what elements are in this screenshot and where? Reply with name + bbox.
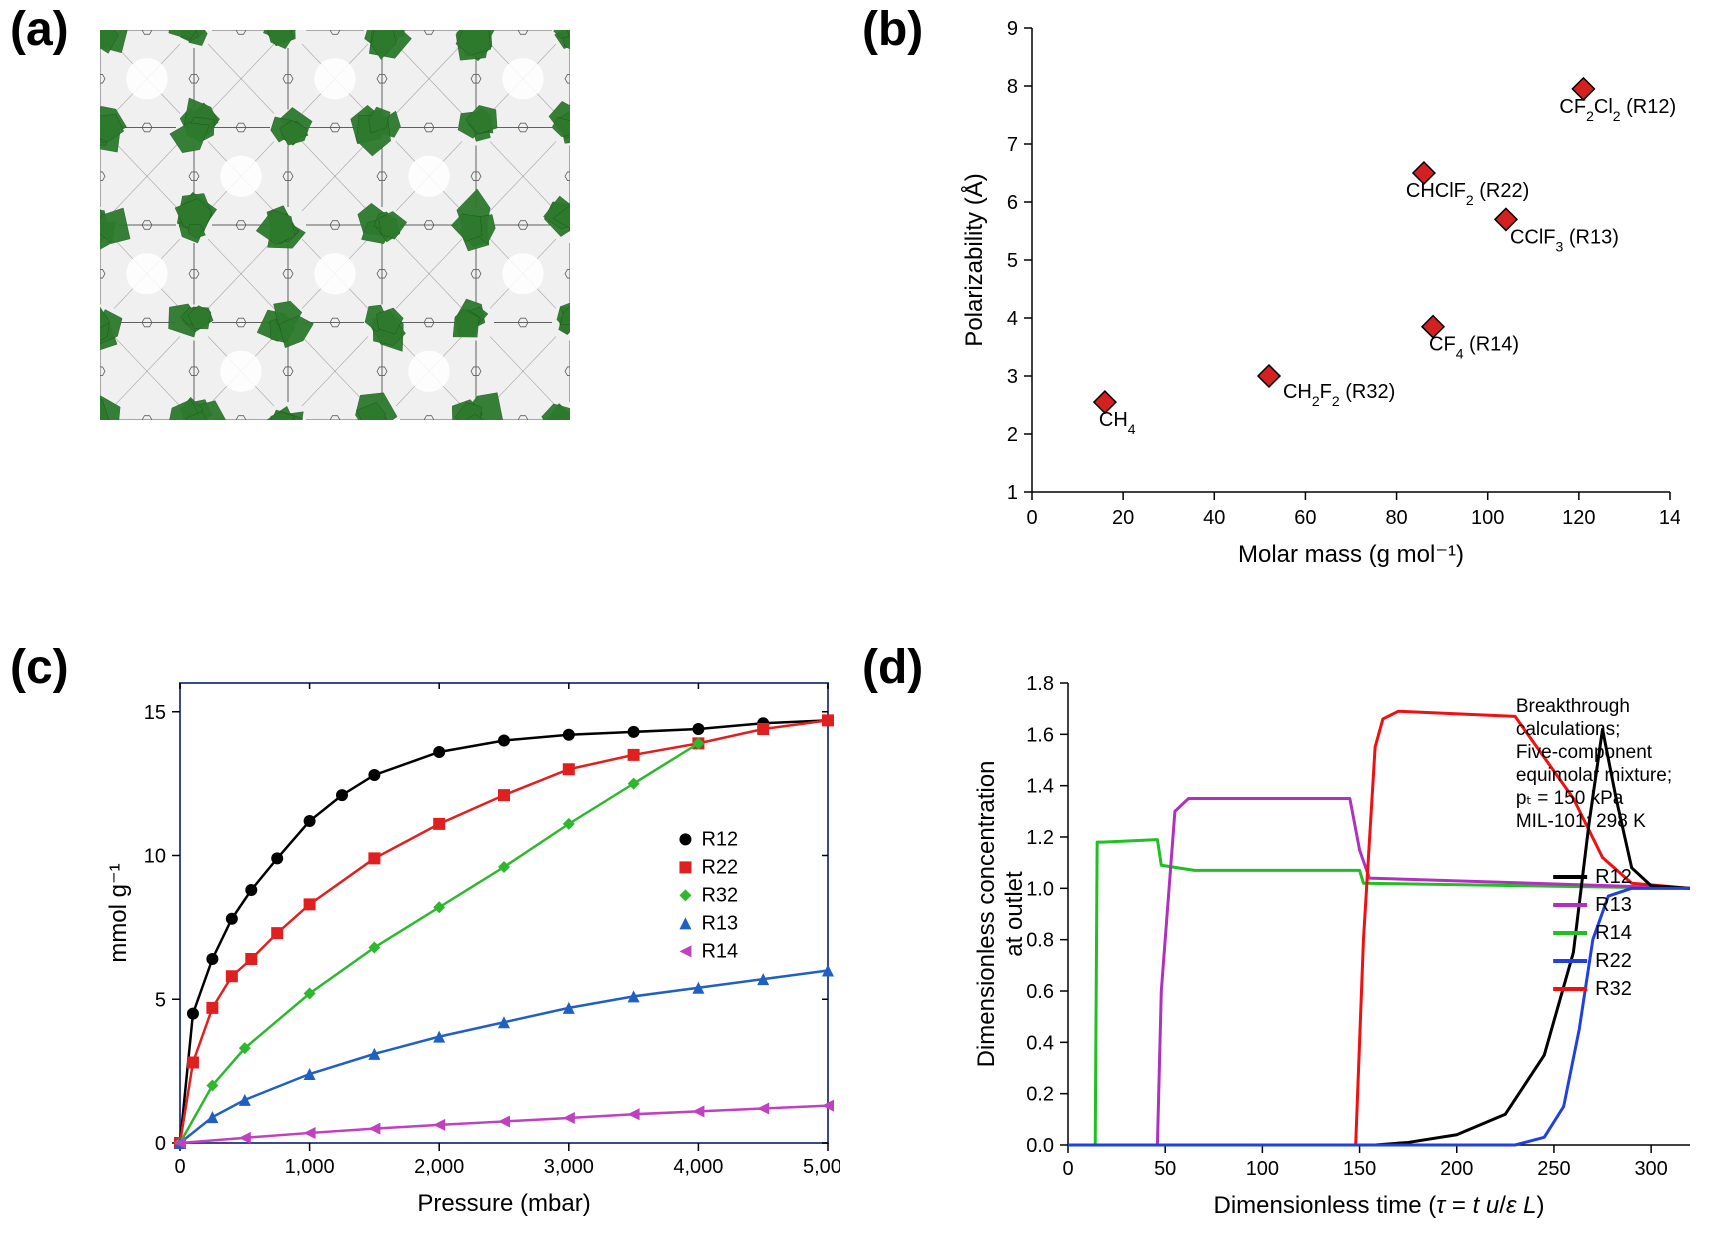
svg-text:4: 4	[1007, 308, 1018, 330]
svg-text:R22: R22	[701, 856, 738, 878]
svg-text:0.4: 0.4	[1026, 1032, 1054, 1054]
svg-text:2: 2	[1007, 424, 1018, 446]
svg-text:at outlet: at outlet	[1001, 871, 1028, 957]
svg-text:20: 20	[1112, 507, 1134, 529]
svg-text:0: 0	[1062, 1158, 1073, 1180]
svg-text:CClF3 (R13): CClF3 (R13)	[1510, 226, 1619, 254]
svg-text:Breakthrough: Breakthrough	[1516, 696, 1630, 717]
svg-text:R14: R14	[701, 940, 738, 962]
svg-text:R22: R22	[1595, 950, 1632, 972]
svg-text:Dimensionless concentration: Dimensionless concentration	[973, 761, 1000, 1068]
svg-text:5: 5	[1007, 250, 1018, 272]
svg-text:120: 120	[1562, 507, 1595, 529]
svg-text:2,000: 2,000	[414, 1156, 464, 1178]
panel-label-d: (d)	[862, 640, 923, 695]
panel-b-scatter: 0 20 40 60 80 100 120 14 1 2 3 4 5 6 7 8 9 Molar mass (g …	[960, 18, 1680, 578]
svg-text:Dimensionless time (τ = t u/ε: Dimensionless time (τ = t u/ε L)	[1214, 1192, 1545, 1219]
svg-text:1: 1	[1007, 482, 1018, 504]
svg-text:1.2: 1.2	[1026, 827, 1054, 849]
svg-text:80: 80	[1385, 507, 1407, 529]
svg-text:CH4: CH4	[1099, 409, 1136, 437]
panel-label-c: (c)	[10, 640, 69, 695]
svg-text:1.0: 1.0	[1026, 878, 1054, 900]
svg-text:MIL-101; 298 K: MIL-101; 298 K	[1516, 811, 1646, 832]
svg-text:0.0: 0.0	[1026, 1135, 1054, 1157]
svg-text:1.6: 1.6	[1026, 724, 1054, 746]
svg-text:40: 40	[1203, 507, 1225, 529]
svg-text:Molar mass (g mol⁻¹): Molar mass (g mol⁻¹)	[1238, 541, 1464, 568]
svg-text:pₜ = 150 kPa: pₜ = 150 kPa	[1516, 788, 1624, 809]
svg-text:14: 14	[1659, 507, 1680, 529]
svg-text:CF4 (R14): CF4 (R14)	[1429, 334, 1519, 362]
svg-text:Five-component: Five-component	[1516, 742, 1653, 763]
svg-text:100: 100	[1471, 507, 1504, 529]
svg-text:CHClF2 (R22): CHClF2 (R22)	[1406, 180, 1529, 208]
svg-text:R14: R14	[1595, 922, 1632, 944]
svg-text:calculations;: calculations;	[1516, 719, 1621, 740]
svg-text:R32: R32	[701, 884, 738, 906]
svg-text:1,000: 1,000	[285, 1156, 335, 1178]
svg-text:15: 15	[144, 702, 166, 724]
svg-text:0: 0	[174, 1156, 185, 1178]
svg-text:R13: R13	[1595, 894, 1632, 916]
svg-text:5: 5	[155, 989, 166, 1011]
panel-a-structure	[100, 30, 570, 420]
svg-text:60: 60	[1294, 507, 1316, 529]
svg-text:R32: R32	[1595, 978, 1632, 1000]
svg-text:0.6: 0.6	[1026, 981, 1054, 1003]
svg-text:9: 9	[1007, 18, 1018, 40]
svg-text:0.8: 0.8	[1026, 930, 1054, 952]
svg-text:0: 0	[155, 1133, 166, 1155]
svg-text:250: 250	[1537, 1158, 1570, 1180]
svg-text:CH2F2 (R32): CH2F2 (R32)	[1283, 381, 1395, 409]
svg-text:3: 3	[1007, 366, 1018, 388]
svg-text:50: 50	[1154, 1158, 1176, 1180]
panel-label-a: (a)	[10, 2, 69, 57]
svg-text:mmol g⁻¹: mmol g⁻¹	[105, 863, 132, 962]
svg-text:equimolar mixture;: equimolar mixture;	[1516, 765, 1672, 786]
panel-c-isotherms: 0 1,000 2,000 3,000 4,000 5,000 0 5 10 15 Pressure…	[100, 665, 840, 1225]
svg-text:7: 7	[1007, 134, 1018, 156]
panel-d-breakthrough: 0 50 100 150 200 250 300 0.0 0.2 0.4 0.6 0.8 1.0 1.2 1…	[970, 665, 1700, 1225]
svg-text:1.4: 1.4	[1026, 776, 1054, 798]
svg-text:4,000: 4,000	[673, 1156, 723, 1178]
svg-text:200: 200	[1440, 1158, 1473, 1180]
svg-text:10: 10	[144, 846, 166, 868]
panel-label-b: (b)	[862, 2, 923, 57]
svg-text:5,000: 5,000	[803, 1156, 840, 1178]
svg-text:8: 8	[1007, 76, 1018, 98]
svg-text:100: 100	[1246, 1158, 1279, 1180]
svg-text:0: 0	[1026, 507, 1037, 529]
svg-text:6: 6	[1007, 192, 1018, 214]
svg-text:R13: R13	[701, 912, 738, 934]
svg-text:R12: R12	[701, 828, 738, 850]
svg-text:0.2: 0.2	[1026, 1084, 1054, 1106]
svg-text:1.8: 1.8	[1026, 673, 1054, 695]
svg-text:3,000: 3,000	[544, 1156, 594, 1178]
svg-text:R12: R12	[1595, 866, 1632, 888]
svg-text:Pressure (mbar): Pressure (mbar)	[417, 1190, 590, 1217]
svg-text:150: 150	[1343, 1158, 1376, 1180]
svg-text:CF2Cl2 (R12): CF2Cl2 (R12)	[1559, 96, 1676, 124]
svg-text:300: 300	[1634, 1158, 1667, 1180]
svg-text:Polarizability (Å): Polarizability (Å)	[960, 173, 988, 346]
